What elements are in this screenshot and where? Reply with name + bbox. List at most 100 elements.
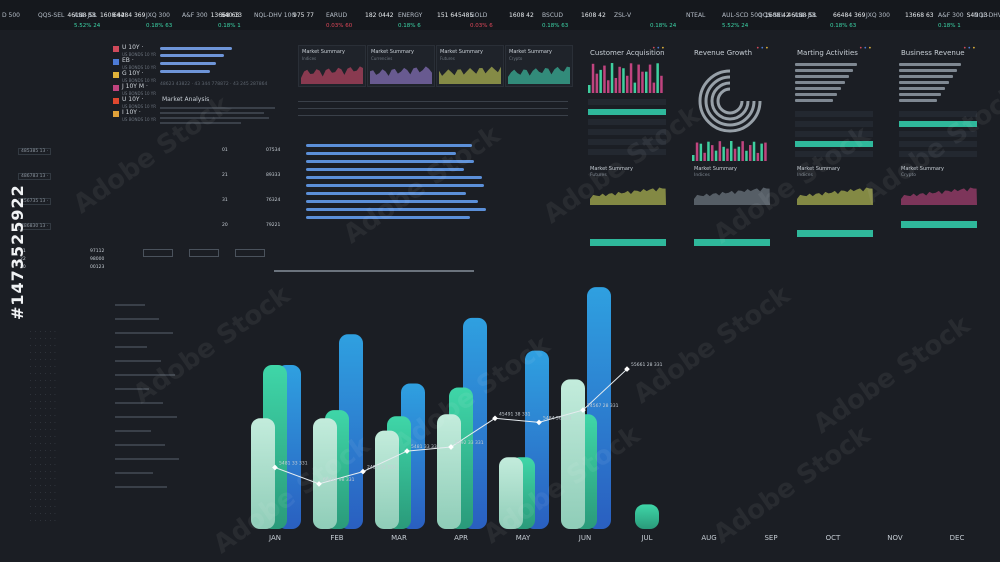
row-index: 22 [20, 257, 26, 262]
summary-sparkline [694, 187, 770, 205]
code-value: 07534 [266, 148, 281, 153]
ticker-name: EARUD [326, 12, 348, 19]
code-index: 01 [222, 148, 228, 153]
deco-bar [115, 360, 161, 362]
deco-bar [115, 374, 175, 376]
market-summary-sub: Futures [590, 173, 607, 178]
ticker-item: QQS-SEL 46188 58 [758, 12, 816, 22]
market-summary-label: Market Summary [694, 166, 737, 172]
legend-label: EB · [122, 57, 134, 64]
ticker-item: AUL-SCD 500 1608 42 5.52% 24 [722, 12, 790, 30]
market-analysis-title: Market Analysis [162, 96, 210, 103]
ticker-item: 1608 42 [506, 12, 534, 22]
analytics-panel[interactable]: Marting Activities ••• Market Summary Indic… [795, 45, 873, 273]
deco-dots: · · · · · · [30, 435, 57, 440]
analytics-panel[interactable]: Revenue Growth ••• Market Summary Indices [692, 45, 770, 273]
ticker-name: ASL-JCL [74, 12, 97, 19]
ticker-item: 13668 63 [902, 12, 934, 22]
deco-dots: · · · · · · [30, 365, 57, 370]
panel-visual [588, 63, 666, 155]
legend-label: U 10Y · [122, 96, 144, 103]
card-sub: Crypto [509, 56, 523, 61]
ticker-change: 0.18% 1 [938, 23, 961, 29]
analytics-panel[interactable]: Customer Acquisition ••• Market Summary Fut… [588, 45, 666, 273]
progress-bar [306, 200, 478, 203]
row-index: 10 [20, 265, 26, 270]
ticker-item: JXQ 300 [866, 12, 893, 22]
progress-bar [306, 168, 464, 171]
ticker-name: D 500 [2, 12, 20, 19]
month-label: AUG [701, 534, 717, 542]
month-label: JUL [641, 534, 653, 542]
progress-bar [306, 176, 482, 179]
trend-point [404, 448, 410, 454]
point-label: 74567 28 331 [587, 403, 619, 409]
point-label: 5481 33 331 [411, 444, 440, 450]
card-sub: Futures [440, 56, 455, 61]
deco-bar [115, 304, 145, 306]
ticker-change: 0.18% 24 [650, 23, 677, 29]
row-value: 97112 [90, 249, 105, 254]
month-label: OCT [825, 534, 841, 542]
analytics-panel[interactable]: Business Revenue ••• Market Summary Crypto [899, 45, 977, 273]
month-label: NOV [887, 534, 903, 542]
ticker-value: 13668 63 [905, 12, 934, 19]
deco-bar [115, 332, 173, 334]
ticker-item: 66484 369 [110, 12, 145, 22]
chart-bar [635, 504, 659, 529]
market-summary-label: Market Summary [590, 166, 633, 172]
panel-visual [795, 63, 873, 157]
panel-row[interactable] [694, 239, 770, 246]
ticker-change: 0.03% 60 [326, 23, 353, 29]
deco-dots: · · · · · · [30, 519, 57, 524]
panel-row[interactable] [901, 221, 977, 228]
ticker-name: ZSL-V [614, 12, 632, 19]
ticker-item: JXQ 300 0.18% 63 [146, 12, 173, 30]
panel-title: Customer Acquisition [590, 49, 665, 57]
card-sub: Indices [302, 56, 317, 61]
ticker-value: 182 0442 [365, 12, 394, 19]
market-summary-card[interactable]: Market Summary Crypto [505, 45, 573, 87]
panel-row[interactable] [590, 239, 666, 246]
progress-bar [306, 208, 486, 211]
code-label: 485385 13 · [18, 148, 52, 155]
deco-bar [115, 318, 159, 320]
ticker-name: A&F 300 [938, 12, 964, 19]
filter-tabs[interactable] [143, 249, 271, 257]
legend-sub: US BONDS 10 YR [122, 65, 157, 70]
month-label: APR [454, 534, 468, 542]
ticker-value: 1608 42 [581, 12, 606, 19]
deco-dots: · · · · · · [30, 498, 57, 503]
ticker-value: 46188 58 [67, 12, 97, 19]
deco-dots: · · · · · · [30, 407, 57, 412]
trend-point [272, 464, 278, 471]
ticker-name: NQL-DHV 100 [254, 12, 296, 19]
legend-label: G 10Y · [122, 70, 144, 77]
ticker-item: EARUD 0.03% 60 [326, 12, 352, 30]
ticker-change: 0.18% 63 [146, 23, 173, 29]
row-value: 00123 [90, 265, 105, 270]
deco-bar [115, 444, 165, 446]
panel-visual [899, 63, 977, 157]
market-summary-sub: Indices [797, 173, 813, 178]
month-label: DEC [949, 534, 965, 542]
chart-bar [561, 379, 585, 529]
ticker-item: S40 13 0.18% 1 [218, 12, 242, 30]
market-summary-card[interactable]: Market Summary Futures [436, 45, 504, 87]
ticker-value: 1608 42 [764, 12, 790, 19]
panel-row[interactable] [797, 230, 873, 237]
scroll-track[interactable] [274, 270, 474, 272]
chart-bar [437, 414, 461, 529]
deco-dots: · · · · · · [30, 456, 57, 461]
legend-label: I 10Y · [122, 109, 141, 116]
ticker-name: AUL-SCD 500 [722, 12, 762, 19]
market-summary-card[interactable]: Market Summary Indices [298, 45, 366, 87]
ticker-value: S40 13 [966, 12, 988, 19]
ticker-value: 1608 42 [509, 12, 534, 19]
card-title: Market Summary [302, 49, 345, 55]
summary-sparkline [797, 187, 873, 205]
trend-point [580, 407, 586, 413]
ticker-value: 1608 42 [99, 12, 125, 19]
month-label: SEP [764, 534, 778, 542]
market-summary-card[interactable]: Market Summary Currencies [367, 45, 435, 87]
